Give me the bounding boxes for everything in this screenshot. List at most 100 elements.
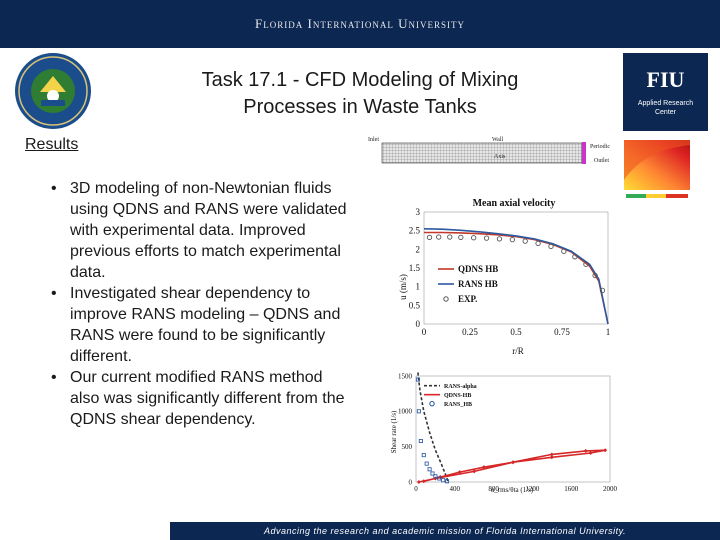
c1-y-tick-label: 1.5 <box>409 263 421 273</box>
fiu-logo-subtitle-line2: Center <box>654 109 676 116</box>
c1-y-tick-label: 0 <box>416 319 421 329</box>
c1-series-line-1 <box>423 228 609 325</box>
c1-y-tick-label: 2.5 <box>409 226 421 236</box>
c2-series-line-1 <box>418 449 606 483</box>
mesh-domain-figure: Inlet Wall Axis Periodic Outlet <box>368 137 610 164</box>
c1-y-tick-label: 2 <box>416 244 421 254</box>
fiu-logo: FIU Applied Research Center <box>623 53 708 131</box>
c1-data-point <box>522 238 528 244</box>
wall-label: Wall <box>492 137 504 143</box>
c2-x-tick-label: 1600 <box>564 485 579 493</box>
c2-y-tick-label: 1500 <box>398 372 413 380</box>
c2-x-tick-label: 2000 <box>603 485 618 493</box>
c2-legend-swatch <box>429 400 435 407</box>
c1-y-tick-label: 3 <box>416 207 421 217</box>
c2-data-point <box>583 448 588 453</box>
c1-data-point <box>426 234 433 241</box>
c1-legend-swatch <box>443 296 449 302</box>
c1-data-point <box>471 235 477 241</box>
c1-x-tick-label: 0 <box>422 327 427 337</box>
bullet-item: Our current modified RANS method also wa… <box>44 367 349 430</box>
shear-rate-chart: Shear rate (1/s) u_rms/θta (1/s) 0 400 800… <box>388 368 624 494</box>
c2-x-tick-label: 800 <box>488 485 499 493</box>
mesh-grid <box>381 142 583 164</box>
c2-plot-frame <box>415 375 611 483</box>
bullet-item: Investigated shear dependency to improve… <box>44 283 349 367</box>
velocity-profile-chart: Mean axial velocity u (m/s) r/R 0 0.25 0.5… <box>380 192 626 362</box>
shear-chart-ylabel: Shear rate (1/s) <box>390 410 398 453</box>
c2-legend-label: RANS_HB <box>444 402 472 408</box>
footer-bar: Advancing the research and academic miss… <box>170 522 720 540</box>
university-name: Florida International University <box>255 16 465 31</box>
slide-title-line2: Processes in Waste Tanks <box>243 96 477 118</box>
results-label: Results <box>25 136 79 153</box>
bullet-list: 3D modeling of non-Newtonian fluids usin… <box>44 178 349 430</box>
c2-x-tick-label: 1200 <box>525 485 540 493</box>
c1-x-tick-label: 0.25 <box>462 327 478 337</box>
c1-data-point <box>509 236 515 243</box>
c2-legend-label: RANS-alpha <box>444 384 477 390</box>
axis-label: Axis <box>494 154 506 160</box>
c2-y-tick-label: 1000 <box>398 408 413 416</box>
bullet-item: 3D modeling of non-Newtonian fluids usin… <box>44 178 349 283</box>
c2-data-point <box>418 439 423 444</box>
c2-data-point <box>416 480 421 484</box>
c1-data-point <box>447 234 453 240</box>
c1-data-point <box>436 234 442 240</box>
velocity-chart-xlabel: r/R <box>512 346 524 356</box>
outlet-label: Outlet <box>594 158 609 164</box>
c1-data-point <box>496 236 503 242</box>
shear-chart-xlabel: u_rms/θta (1/s) <box>491 486 534 494</box>
c2-legend-label: QDNS-HB <box>444 393 471 399</box>
c1-legend-label: RANS HB <box>458 279 498 289</box>
c1-x-tick-label: 0.5 <box>510 327 522 337</box>
c1-x-tick-label: 0.75 <box>554 327 570 337</box>
c2-x-tick-label: 0 <box>414 485 418 493</box>
c2-data-point <box>472 469 477 474</box>
c1-data-point <box>483 235 490 241</box>
slide-title-line1: Task 17.1 - CFD Modeling of Mixing <box>201 69 519 91</box>
c2-data-point <box>481 465 486 470</box>
c2-data-point <box>415 377 420 382</box>
c1-legend-label: EXP. <box>458 294 477 304</box>
c2-data-point <box>457 470 462 475</box>
footer-text: Advancing the research and academic miss… <box>264 526 626 536</box>
c2-data-point <box>421 479 426 484</box>
c1-data-point <box>535 240 541 247</box>
c2-data-point <box>416 409 421 414</box>
periodic-label: Periodic <box>590 144 610 150</box>
c2-x-tick-label: 400 <box>450 485 461 493</box>
inlet-label: Inlet <box>368 137 379 143</box>
c2-data-point <box>430 471 435 476</box>
velocity-chart-ylabel: u (m/s) <box>398 274 408 300</box>
c1-data-point <box>583 261 589 267</box>
c1-data-point <box>572 254 578 260</box>
c2-data-point <box>437 476 442 481</box>
c1-data-point <box>548 243 554 249</box>
c2-data-point <box>441 478 446 483</box>
c1-x-tick-label: 1 <box>606 327 611 337</box>
c1-data-point <box>592 272 598 279</box>
c2-data-point <box>433 476 438 481</box>
c1-y-tick-label: 1 <box>416 282 421 292</box>
c2-data-point <box>588 451 593 456</box>
doe-seal-icon <box>15 53 91 129</box>
c2-y-tick-label: 0 <box>409 478 413 486</box>
c2-y-tick-label: 500 <box>402 443 413 451</box>
c1-data-point <box>561 248 567 254</box>
c1-data-point <box>599 287 606 294</box>
c2-data-point <box>511 460 515 465</box>
c1-legend-label: QDNS HB <box>458 264 498 274</box>
slide-title: Task 17.1 - CFD Modeling of Mixing Proce… <box>130 67 590 121</box>
c2-data-point <box>549 452 554 457</box>
periodic-boundary <box>582 142 586 164</box>
c2-data-point <box>433 474 438 479</box>
c1-plot-frame <box>423 211 609 325</box>
c2-data-point <box>421 453 426 458</box>
velocity-contour-image <box>624 140 690 198</box>
c2-data-point <box>549 455 554 460</box>
fiu-logo-subtitle: Applied Research Center <box>623 99 708 117</box>
fiu-logo-subtitle-line1: Applied Research <box>637 100 694 107</box>
c2-data-point <box>603 448 608 453</box>
c2-data-point <box>445 479 450 484</box>
